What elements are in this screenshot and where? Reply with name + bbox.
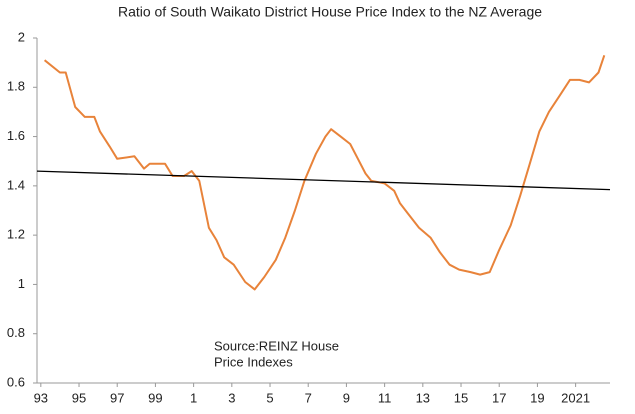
x-tick-label: 1: [190, 390, 197, 405]
x-tick-label: 17: [492, 390, 506, 405]
y-tick-label: 2: [18, 29, 25, 44]
x-tick-label: 3: [228, 390, 235, 405]
y-tick-label: 0.6: [7, 374, 25, 389]
y-tick-label: 1.4: [7, 177, 25, 192]
x-tick-label: 9: [343, 390, 350, 405]
annotation: Price Indexes: [214, 354, 293, 369]
x-tick-label: 11: [378, 390, 392, 405]
y-tick-label: 0.8: [7, 325, 25, 340]
y-tick-label: 1.6: [7, 128, 25, 143]
annotation: Source:REINZ House: [214, 338, 339, 353]
y-tick-label: 1.2: [7, 227, 25, 242]
x-tick-label: 15: [454, 390, 468, 405]
x-tick-label: 13: [416, 390, 430, 405]
chart-title: Ratio of South Waikato District House Pr…: [118, 4, 542, 20]
data-line: [43, 54, 606, 291]
x-tick-label: 97: [110, 390, 124, 405]
x-tick-label: 95: [72, 390, 86, 405]
x-tick-label: 19: [530, 390, 544, 405]
data-line: [36, 170, 611, 191]
y-tick-label: 1.8: [7, 79, 25, 94]
x-tick-label: 7: [305, 390, 312, 405]
x-tick-label: 99: [148, 390, 162, 405]
x-tick-label: 93: [34, 390, 48, 405]
x-tick-label: 2021: [561, 390, 590, 405]
y-tick-label: 1: [18, 276, 25, 291]
x-tick-label: 5: [266, 390, 273, 405]
